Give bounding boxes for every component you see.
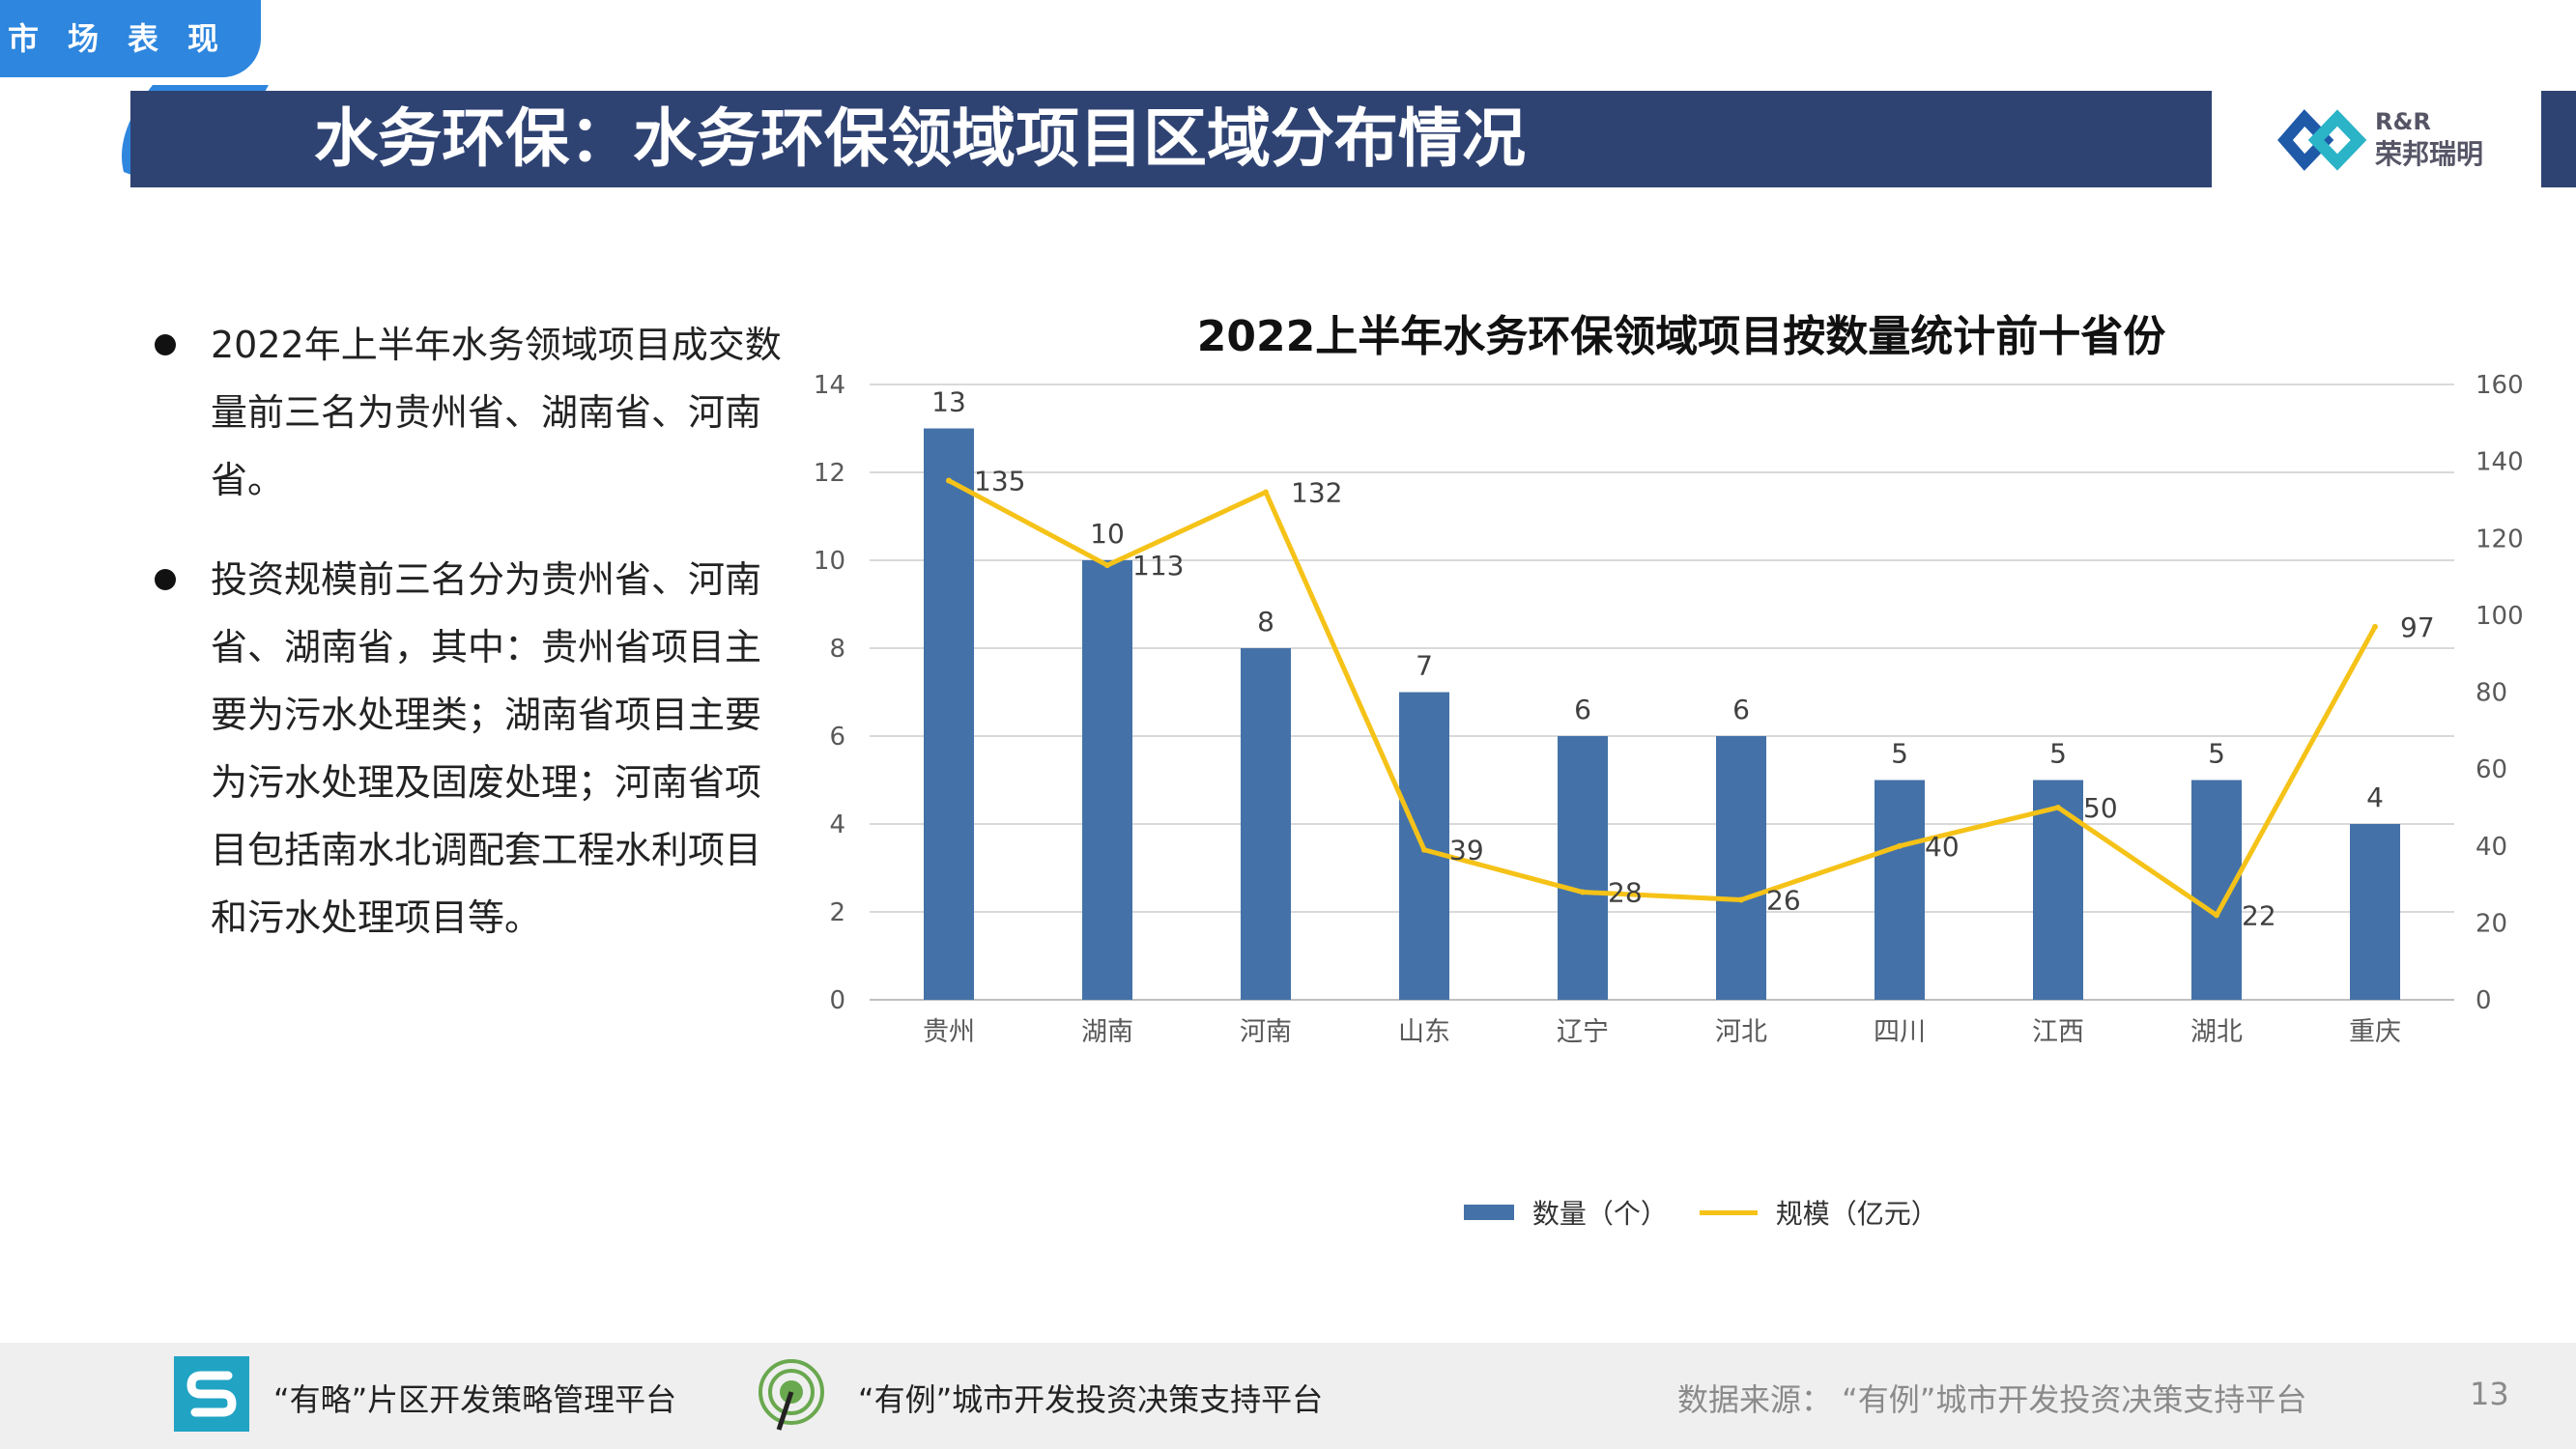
bar-data-label: 7 [1416,650,1433,682]
logo-text-bottom: 荣邦瑞明 [2375,138,2484,170]
footer-platform-2: “有例”城市开发投资决策支持平台 [858,1381,1324,1418]
bullet-dot [155,334,176,355]
line-data-label: 113 [1132,550,1184,582]
legend-line-swatch [1699,1209,1758,1215]
y-right-tick-label: 60 [2476,755,2507,784]
y-right-tick-label: 120 [2476,525,2524,554]
line-data-label: 135 [974,466,1025,497]
line-series-scale [947,478,2378,918]
line-data-label: 50 [2083,792,2118,824]
bar-data-label: 8 [1257,606,1274,638]
line-point-辽宁 [1580,889,1586,895]
y-right-tick-label: 140 [2476,448,2524,477]
y-left-tick-label: 0 [829,986,845,1015]
y-left-tick-label: 2 [829,898,845,927]
bullet-text-2: 投资规模前三名分为贵州省、河南省、湖南省，其中：贵州省项目主要为污水处理类；湖南… [211,558,762,939]
line-data-label: 132 [1291,476,1342,508]
y-left-tick-label: 8 [829,635,845,664]
line-point-河北 [1738,896,1744,903]
y-right-tick-label: 20 [2476,909,2507,938]
x-tick-label: 山东 [1398,1017,1450,1047]
bar-贵州 [924,428,974,1000]
y-left-tick-label: 10 [814,547,845,576]
bar-河南 [1241,648,1291,1000]
line-point-江西 [2055,804,2061,810]
youlue-platform-icon [174,1356,249,1432]
line-data-label: 28 [1608,877,1643,909]
legend-bar-swatch [1464,1205,1514,1220]
bar-四川 [1875,780,1925,1000]
line-point-湖北 [2214,912,2219,919]
line-point-重庆 [2372,623,2378,630]
logo-text-top: R&R [2375,108,2431,135]
x-tick-label: 湖北 [2190,1017,2243,1047]
youli-platform-icon [758,1359,824,1431]
x-tick-label: 贵州 [923,1017,975,1047]
bar-data-label: 10 [1090,518,1125,550]
chart-legend: 数量（个） 规模（亿元） [1464,1193,1938,1232]
line-point-河南 [1263,489,1269,496]
section-tab-label: 市场表现 [8,20,248,57]
bar-重庆 [2350,824,2400,1000]
line-data-label: 97 [2400,611,2435,643]
company-logo-icon [2277,109,2367,171]
y-right-tick-label: 0 [2476,986,2492,1015]
bar-辽宁 [1558,736,1608,1000]
chart-title: 2022上半年水务环保领域项目按数量统计前十省份 [1196,312,2166,361]
x-tick-label: 重庆 [2349,1017,2401,1047]
bar-data-label: 5 [2049,738,2067,770]
footer [0,1343,2576,1449]
bar-data-label: 5 [1891,738,1908,770]
x-tick-label: 辽宁 [1557,1017,1609,1047]
title-bar-right-accent [2541,91,2576,187]
line-data-label: 22 [2242,899,2276,931]
y-left-tick-label: 12 [814,459,845,488]
line-point-湖南 [1104,562,1110,569]
line-point-贵州 [946,477,952,484]
bar-湖北 [2191,780,2242,1000]
bullet-text-1: 2022年上半年水务领域项目成交数量前三名为贵州省、湖南省、河南省。 [211,324,782,501]
bar-data-label: 6 [1574,694,1591,725]
y-left-tick-label: 14 [814,371,845,400]
x-tick-label: 四川 [1874,1017,1926,1047]
bar-湖南 [1082,560,1132,1000]
footer-platform-1: “有略”片区开发策略管理平台 [273,1381,677,1418]
y-right-tick-label: 80 [2476,679,2507,708]
title-bar [130,91,2212,187]
line-data-label: 39 [1449,835,1484,867]
legend-line-label: 规模（亿元） [1775,1198,1938,1230]
section-tab [0,0,261,77]
footer-data-source: 数据来源： “有例”城市开发投资决策支持平台 [1677,1381,2307,1418]
bullet-dot [155,569,176,590]
x-tick-label: 湖南 [1081,1017,1133,1047]
x-tick-label: 河南 [1240,1017,1292,1047]
x-tick-label: 江西 [2032,1017,2084,1047]
line-point-山东 [1421,846,1427,853]
line-data-label: 40 [1925,831,1960,863]
line-point-四川 [1897,842,1903,849]
y-right-tick-label: 160 [2476,371,2524,400]
x-tick-label: 河北 [1715,1017,1767,1047]
y-left-tick-label: 6 [829,723,845,752]
y-right-tick-label: 40 [2476,833,2507,862]
legend-bar-label: 数量（个） [1531,1198,1668,1230]
page-title: 水务环保：水务环保领域项目区域分布情况 [314,101,1526,176]
y-left-tick-label: 4 [829,810,845,839]
page-number: 13 [2470,1376,2509,1412]
bar-data-label: 4 [2366,781,2384,813]
line-data-label: 26 [1766,884,1801,916]
bar-data-label: 5 [2208,738,2225,770]
y-right-tick-label: 100 [2476,602,2524,631]
bar-data-label: 13 [931,386,966,418]
bar-河北 [1716,736,1766,1000]
bar-data-label: 6 [1732,694,1750,725]
